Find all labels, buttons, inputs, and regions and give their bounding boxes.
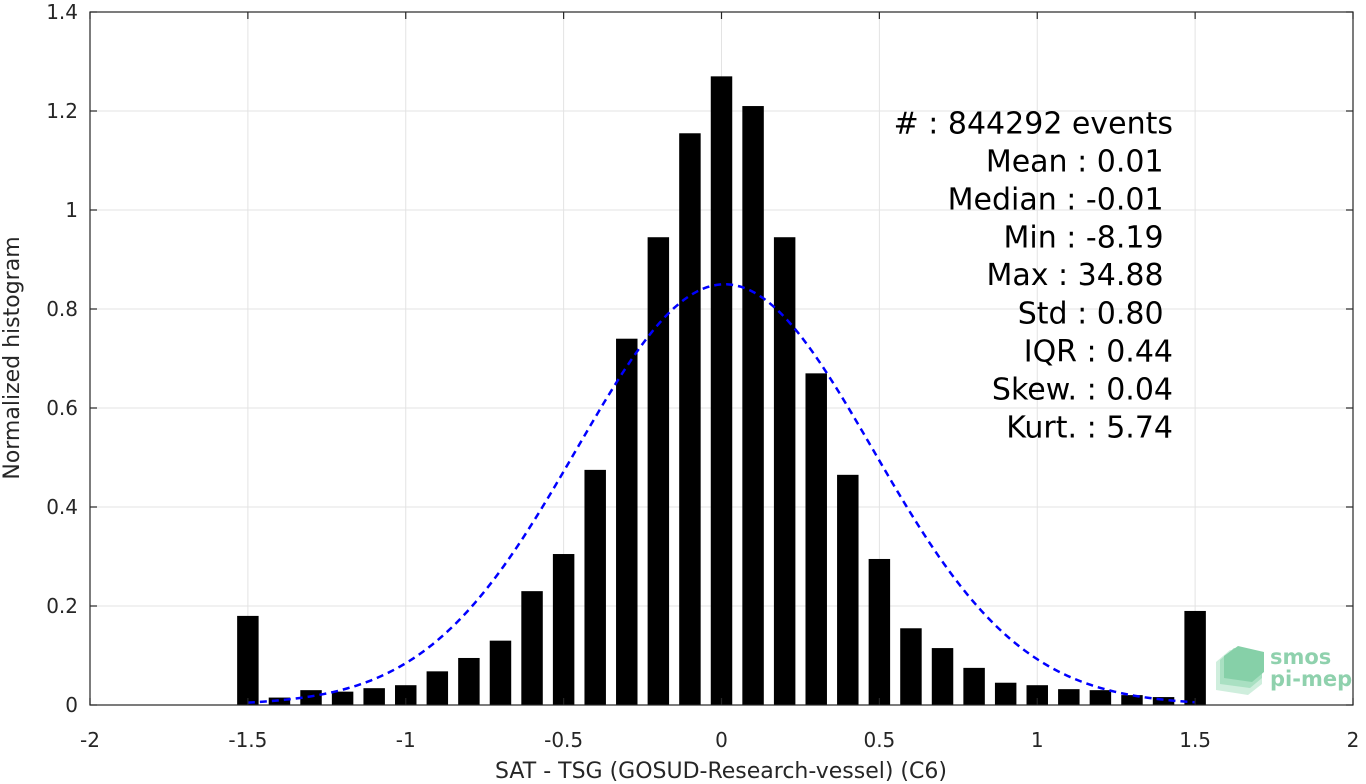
x-tick-label: 2: [1347, 728, 1360, 752]
logo-line2: pi-mep: [1270, 667, 1352, 691]
histogram-bar-6: [426, 671, 449, 705]
stat-annotation-5: Std : 0.80: [1018, 296, 1164, 331]
histogram-bar-11: [584, 469, 606, 705]
histogram-bar-29: [1152, 697, 1175, 705]
x-tick-label: 1: [1031, 728, 1044, 752]
histogram-bar-23: [963, 667, 985, 705]
histogram-bar-7: [458, 657, 480, 705]
stat-annotation-2: Median : -0.01: [948, 183, 1164, 218]
histogram-bar-19: [837, 474, 859, 705]
y-tick-label: 0.2: [46, 594, 78, 618]
x-tick-labels: -2 -1.5 -1 -0.5 0 0.5 1 1.5 2: [80, 728, 1359, 752]
y-tick-label: 0.6: [46, 396, 78, 420]
y-tick-labels: 0 0.2 0.4 0.6 0.8 1 1.2 1.4: [46, 0, 78, 717]
stat-annotation-3: Min : -8.19: [1004, 221, 1164, 256]
histogram-bar-14: [679, 133, 701, 705]
histogram-bar-0: [237, 615, 259, 705]
histogram-bar-10: [552, 554, 575, 705]
histogram-bar-18: [805, 373, 827, 705]
histogram-bar-17: [773, 237, 796, 705]
histogram-bar-8: [489, 640, 512, 705]
histogram-bar-24: [994, 682, 1017, 705]
stat-annotation-0: # : 844292 events: [894, 106, 1173, 141]
stat-annotation-8: Kurt. : 5.74: [1006, 411, 1173, 446]
y-tick-label: 1.2: [46, 99, 78, 123]
histogram-bar-27: [1089, 690, 1112, 705]
x-tick-label: -1.5: [228, 728, 267, 752]
x-tick-label: 0.5: [863, 728, 895, 752]
logo-mark-icon: [1216, 646, 1264, 695]
histogram-bar-16: [742, 106, 764, 706]
histogram-bar-20: [868, 558, 891, 705]
histogram-bar-28: [1121, 695, 1143, 705]
stat-annotation-6: IQR : 0.44: [1024, 334, 1173, 369]
histogram-bar-5: [395, 685, 417, 705]
histogram-bar-12: [616, 338, 638, 705]
x-axis-title: SAT - TSG (GOSUD-Research-vessel) (C6): [495, 759, 947, 784]
histogram-bar-13: [647, 237, 670, 705]
y-tick-label: 0: [65, 693, 78, 717]
histogram-bar-26: [1058, 689, 1080, 705]
y-tick-label: 1: [65, 198, 78, 222]
smos-pi-mep-logo: smos pi-mep: [1216, 645, 1352, 695]
x-tick-label: -2: [80, 728, 100, 752]
histogram-bar-1: [268, 697, 291, 705]
y-tick-label: 1.4: [46, 0, 78, 24]
histogram-bar-30: [1184, 610, 1206, 705]
histogram-bar-3: [331, 691, 354, 705]
histogram-bar-21: [900, 628, 922, 705]
stat-annotation-7: Skew. : 0.04: [992, 373, 1173, 408]
histogram-bars: [237, 76, 1206, 706]
histogram-bar-22: [931, 648, 954, 705]
axis-ticks: [89, 11, 1354, 706]
histogram-bar-9: [521, 591, 543, 705]
histogram-bar-15: [710, 76, 733, 706]
gaussian-fit-curve: [247, 283, 1196, 704]
y-tick-label: 0.8: [46, 297, 78, 321]
stat-annotation-4: Max : 34.88: [986, 258, 1163, 293]
y-tick-label: 0.4: [46, 495, 78, 519]
histogram-bar-25: [1026, 685, 1048, 705]
stat-annotation-1: Mean : 0.01: [986, 144, 1164, 179]
x-tick-label: 0: [715, 728, 728, 752]
x-tick-label: -0.5: [544, 728, 583, 752]
x-tick-label: 1.5: [1179, 728, 1211, 752]
y-axis-title: Normalized histogram: [0, 236, 25, 479]
logo-line1: smos: [1270, 645, 1331, 669]
histogram-bar-4: [363, 688, 385, 705]
x-tick-label: -1: [396, 728, 416, 752]
